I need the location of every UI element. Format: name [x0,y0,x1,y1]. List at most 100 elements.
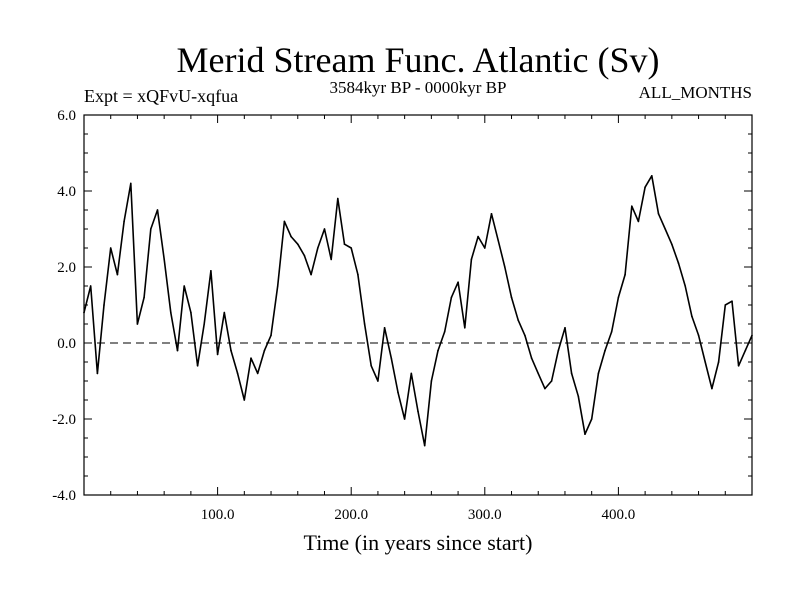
data-point [711,387,713,390]
data-point [390,357,393,360]
data-point [283,220,286,223]
data-point [610,330,613,333]
data-point [744,349,747,352]
data-point [230,349,232,352]
data-point [397,391,399,394]
data-point [443,330,446,333]
data-point [604,349,606,352]
data-point [123,220,125,223]
y-tick-label: -4.0 [52,488,76,504]
data-point [464,327,466,329]
x-tick-label: 400.0 [602,507,636,523]
data-point [256,372,259,375]
data-point [644,186,646,188]
data-point [637,220,640,223]
data-point [116,273,119,276]
data-point [450,296,453,299]
data-point [717,361,720,363]
data-point [156,209,159,211]
data-point [470,258,473,261]
data-point [697,334,700,337]
data-point [310,273,312,276]
data-point [183,285,185,287]
data-point [150,228,152,230]
data-point [577,395,580,398]
data-point [510,296,513,299]
months-label: ALL_MONTHS [639,83,752,102]
data-point [484,247,486,249]
data-point [250,357,252,360]
data-point [550,380,553,382]
data-point [517,319,519,322]
data-point [136,323,139,325]
data-point [570,372,573,375]
data-point [590,418,593,420]
data-point [657,213,660,215]
data-point [297,243,299,245]
data-point [276,285,279,287]
chart-title: Merid Stream Func. Atlantic (Sv) [177,40,660,80]
data-point [530,357,533,360]
y-tick-label: -2.0 [52,412,76,428]
data-point [671,243,673,245]
x-tick-label: 100.0 [201,507,235,523]
data-point [477,235,479,238]
data-point [196,365,199,367]
data-point [537,372,539,375]
y-axis: -4.0 -2.0 0.0 2.0 4.0 6.0 [52,108,752,504]
plot-border [83,114,753,496]
data-point [170,311,172,314]
data-point [410,372,413,375]
data-point [337,197,339,200]
data-point [317,247,319,249]
data-point [557,349,560,352]
data-point [303,254,306,257]
data-point [544,387,546,390]
data-point [190,311,192,314]
data-point [363,323,366,325]
data-point [403,418,406,420]
data-point [323,228,326,230]
data-point [597,372,600,375]
data-point [617,296,620,299]
data-point [497,239,500,242]
data-point [430,380,433,382]
y-tick-label: 2.0 [57,260,76,276]
data-point [330,258,333,261]
y-tick-label: 4.0 [57,184,76,200]
data-point [243,399,246,401]
data-point [163,258,165,261]
data-point [677,262,680,265]
series-group [83,175,753,447]
data-point [270,334,272,337]
data-point [724,304,727,306]
data-point [524,334,526,337]
series-line [83,175,753,447]
data-point [504,266,506,268]
data-point [290,235,292,238]
data-point [624,273,626,276]
experiment-label: Expt = xQFvU-xqfua [84,86,238,106]
data-point [210,270,212,272]
time-range-label: 3584kyr BP - 0000kyr BP [330,78,507,97]
data-point [350,247,353,249]
y-tick-label: 0.0 [57,336,76,352]
x-tick-label: 300.0 [468,507,502,523]
data-point [357,273,359,276]
data-point [370,365,373,367]
y-tick-label: 6.0 [57,108,76,124]
data-point [417,410,419,413]
data-point [751,334,753,337]
data-point [343,243,346,245]
data-point [437,349,439,352]
data-point [89,285,92,287]
data-point [737,365,740,367]
data-point [731,300,733,303]
data-point [651,175,653,177]
data-point [691,315,693,318]
x-axis: 100.0 200.0 300.0 400.0 [110,115,726,523]
data-point [103,304,105,306]
data-point [216,353,219,356]
data-point [664,228,666,230]
